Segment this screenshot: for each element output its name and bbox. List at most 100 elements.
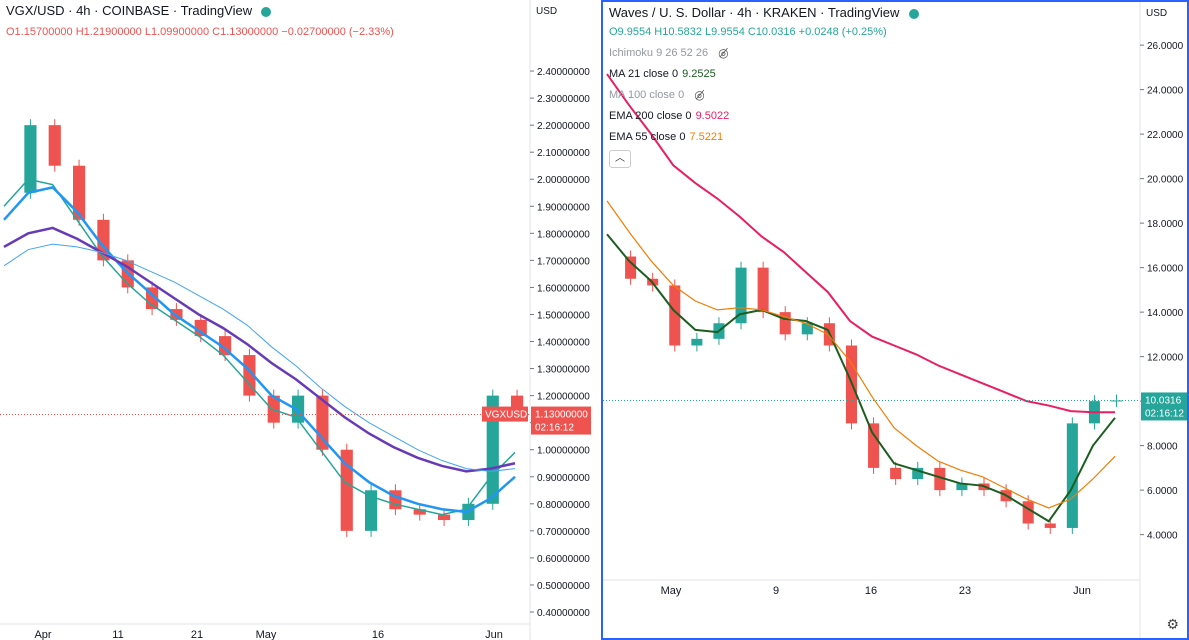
y-tick-label: 0.50000000 [537, 581, 590, 592]
last-price-value: 1.13000000 [535, 410, 588, 421]
last-price-tag [531, 406, 591, 435]
vgx-low: L1.09900000 [144, 26, 210, 38]
indicator-ema55[interactable]: EMA 55 close 0 7.5221 [609, 130, 919, 144]
candle-body [365, 490, 378, 531]
vgx-legend: VGX/USD · 4h · COINBASE · TradingView O1… [6, 4, 394, 39]
y-tick-label: 2.40000000 [537, 67, 590, 78]
y-tick-label: 2.20000000 [537, 121, 590, 132]
candle-body [779, 312, 791, 335]
gear-icon[interactable]: ⚙ [1166, 616, 1179, 632]
candle-body [340, 449, 353, 531]
y-tick-label: 8.0000 [1147, 442, 1178, 453]
x-tick-label: May [256, 629, 277, 640]
candle-body [486, 395, 499, 504]
indicator-ema200[interactable]: EMA 200 close 0 9.5022 [609, 109, 919, 123]
series-line [3, 185, 516, 514]
waves-symbol-title[interactable]: Waves / U. S. Dollar · 4h · KRAKEN · Tra… [609, 5, 900, 20]
y-tick-label: 1.50000000 [537, 310, 590, 321]
candle-body [48, 125, 61, 166]
candle-body [868, 423, 880, 468]
indicator-value: 7.5221 [689, 131, 724, 143]
y-tick-label: 1.40000000 [537, 338, 590, 349]
indicator-value: 9.5022 [695, 110, 730, 122]
vgx-high: H1.21900000 [75, 26, 142, 38]
candle-body [691, 338, 703, 346]
vgx-chart-pane[interactable]: 2.40000000 2.30000000 2.20000000 2.10000000… [0, 0, 601, 640]
candle-body [194, 319, 207, 337]
waves-close: C10.0316 [747, 26, 796, 38]
candle-body [625, 256, 637, 279]
series-line [3, 226, 516, 473]
symbol-badge-bg [482, 406, 528, 422]
x-tick-label: 16 [372, 629, 384, 640]
x-tick-label: Jun [485, 629, 503, 640]
vgx-symbol-title[interactable]: VGX/USD · 4h · COINBASE · TradingView [6, 3, 253, 18]
vgx-change: −0.02700000 (−2.33%) [281, 26, 394, 38]
x-tick-label: 21 [191, 629, 203, 640]
indicator-value: 9.2525 [682, 68, 716, 80]
countdown-timer: 02:16:12 [1145, 408, 1184, 419]
eye-hidden-icon[interactable]: ◎̸ [694, 88, 705, 102]
vgx-close: C1.13000000 [212, 26, 279, 38]
candle-body [735, 267, 747, 324]
candle-body [1022, 501, 1034, 524]
series-line [3, 178, 516, 516]
candle-body [413, 509, 426, 515]
y-tick-label: 18.0000 [1147, 219, 1184, 230]
series-line [606, 73, 1115, 414]
y-tick-label: 0.60000000 [537, 554, 590, 565]
y-tick-label: 1.90000000 [537, 202, 590, 213]
series-line [606, 233, 1116, 523]
indicator-label: MA 100 close 0 [609, 89, 685, 101]
waves-chart-svg[interactable]: 26.0000 24.0000 22.0000 20.0000 18.0000 16.00… [603, 2, 1187, 638]
waves-chart-pane[interactable]: 26.0000 24.0000 22.0000 20.0000 18.0000 16.00… [601, 0, 1189, 640]
axis-unit-label: USD [1146, 8, 1167, 19]
indicator-label: EMA 200 close 0 [609, 110, 692, 122]
countdown-timer: 02:16:12 [535, 423, 574, 434]
y-tick-label: 16.0000 [1147, 264, 1184, 275]
indicator-ma100[interactable]: MA 100 close 0 ◎̸ [609, 88, 919, 102]
candle-body [1066, 423, 1078, 528]
indicator-ichimoku[interactable]: Ichimoku 9 26 52 26 ◎̸ [609, 46, 919, 60]
indicator-ma21[interactable]: MA 21 close 0 9.2525 [609, 67, 919, 81]
y-tick-label: 12.0000 [1147, 353, 1184, 364]
last-price-value: 10.0316 [1145, 395, 1182, 406]
series-line [3, 243, 516, 472]
y-tick-label: 0.40000000 [537, 608, 590, 619]
candle-body [956, 483, 968, 491]
indicator-label: EMA 55 close 0 [609, 131, 686, 143]
waves-high: H10.5832 [654, 26, 702, 38]
y-tick-label: 2.00000000 [537, 175, 590, 186]
candle-body [24, 125, 37, 193]
candle-body [890, 467, 902, 479]
waves-low: L9.9554 [705, 26, 745, 38]
candle-body [757, 267, 769, 313]
waves-open: O9.9554 [609, 26, 652, 38]
y-tick-label: 6.0000 [1147, 486, 1178, 497]
y-tick-label: 14.0000 [1147, 308, 1184, 319]
collapse-legend-button[interactable]: ︿ [609, 150, 631, 168]
chevron-up-icon: ︿ [615, 153, 625, 164]
market-open-icon [908, 9, 919, 20]
candle-body [438, 514, 451, 521]
y-tick-label: 1.00000000 [537, 446, 590, 457]
last-price-tag [1141, 392, 1187, 421]
axis-unit-label: USD [536, 6, 557, 17]
market-open-icon [261, 7, 272, 18]
y-tick-label: 2.30000000 [537, 94, 590, 105]
candle-body [912, 467, 924, 479]
y-tick-label: 1.80000000 [537, 229, 590, 240]
y-tick-label: 1.30000000 [537, 365, 590, 376]
indicator-label: MA 21 close 0 [609, 68, 679, 80]
x-tick-label: May [661, 585, 682, 597]
y-tick-label: 1.60000000 [537, 283, 590, 294]
candle-body [669, 285, 681, 346]
y-tick-label: 1.20000000 [537, 392, 590, 403]
y-tick-label: 1.70000000 [537, 256, 590, 267]
candle-body [801, 323, 813, 335]
candle-body [1044, 523, 1056, 528]
vgx-chart-svg[interactable]: 2.40000000 2.30000000 2.20000000 2.10000000… [0, 0, 601, 640]
symbol-badge: VGXUSD [485, 410, 527, 421]
y-tick-label: 24.0000 [1147, 86, 1184, 97]
eye-hidden-icon[interactable]: ◎̸ [718, 46, 729, 60]
